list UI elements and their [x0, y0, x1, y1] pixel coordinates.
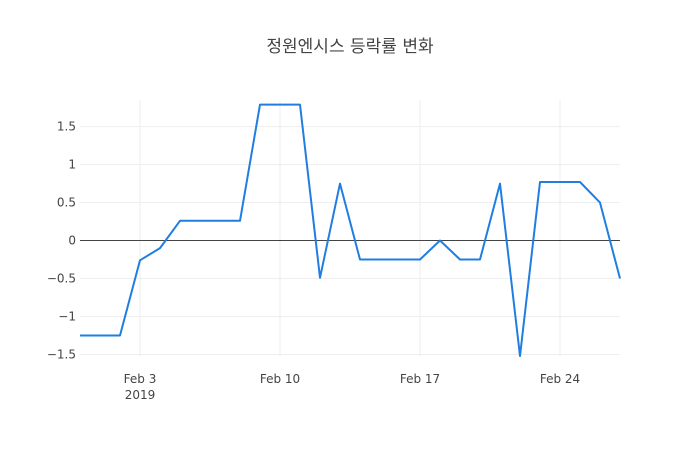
chart-title: 정원엔시스 등락률 변화 [266, 37, 434, 57]
x-tick-label: Feb 3 [124, 372, 157, 386]
x-year-label: 2019 [125, 388, 156, 402]
x-tick-label: Feb 24 [540, 372, 580, 386]
x-tick-labels: Feb 3 Feb 10 Feb 17 Feb 24 2019 [124, 372, 581, 402]
series-layer [79, 103, 621, 357]
y-tick-label: 1.5 [57, 120, 76, 134]
y-tick-label: 0.5 [57, 196, 76, 210]
x-tick-label: Feb 17 [400, 372, 440, 386]
series-line [80, 103, 621, 357]
y-tick-label: −0.5 [47, 272, 76, 286]
y-tick-label: 1 [68, 158, 76, 172]
y-tick-labels: −1.5 −1 −0.5 0 0.5 1 1.5 [47, 120, 76, 362]
grid-layer [80, 100, 620, 356]
x-tick-label: Feb 10 [260, 372, 300, 386]
y-tick-label: 0 [68, 234, 76, 248]
y-tick-label: −1 [58, 309, 76, 323]
y-tick-label: −1.5 [47, 347, 76, 361]
